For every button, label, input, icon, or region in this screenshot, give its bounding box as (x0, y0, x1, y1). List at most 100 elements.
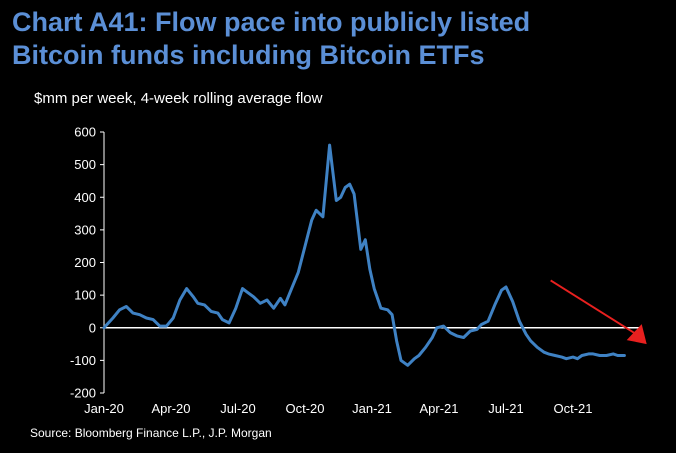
data-point (221, 318, 224, 321)
data-point (196, 302, 199, 305)
data-point (529, 339, 532, 342)
data-point (605, 354, 608, 357)
data-point (505, 286, 507, 288)
data-point (234, 307, 237, 310)
y-tick-label: -200 (70, 386, 96, 401)
data-point (576, 357, 579, 360)
x-axis: Jan-20 Apr-20 Jul-20 Oct-20 Jan-21 Apr-21 Jul-… (84, 327, 640, 416)
data-point (581, 354, 583, 357)
data-point (335, 199, 338, 202)
data-point (543, 351, 545, 354)
data-point (395, 339, 398, 342)
data-point (572, 356, 574, 359)
data-point (259, 302, 262, 305)
data-point (315, 209, 318, 212)
data-point (246, 290, 248, 293)
x-tick-label: Jul-21 (488, 401, 523, 416)
data-point (554, 354, 557, 357)
data-point (266, 299, 268, 301)
data-point (339, 196, 342, 199)
data-point (321, 215, 324, 218)
chart-title-line1: Chart A41: Flow pace into publicly liste… (12, 7, 531, 37)
series-line (102, 143, 626, 367)
data-point (203, 304, 206, 306)
x-tick-label: Jul-20 (220, 401, 255, 416)
data-point (192, 295, 195, 298)
data-point (373, 287, 376, 290)
data-point (442, 325, 445, 328)
data-point (592, 352, 594, 355)
data-point (179, 299, 181, 301)
data-point (279, 297, 282, 300)
data-point (413, 357, 416, 360)
data-point (391, 313, 393, 316)
data-point (380, 307, 382, 310)
data-point (469, 330, 472, 332)
y-tick-label: 600 (74, 125, 96, 140)
data-point (165, 325, 168, 328)
data-point (118, 308, 121, 311)
data-point (368, 268, 371, 270)
chart-subtitle: $mm per week, 4-week rolling average flo… (34, 90, 323, 107)
data-point (525, 333, 527, 336)
data-point (547, 352, 550, 355)
data-point (290, 287, 293, 290)
data-point (623, 354, 626, 357)
data-point (138, 313, 141, 316)
y-axis: -200 -100 0 100 200 300 400 500 600 (70, 125, 105, 401)
data-point (462, 336, 465, 339)
data-point (284, 304, 286, 306)
chart-title: Chart A41: Flow pace into publicly liste… (12, 6, 672, 72)
chart-title-line2: Bitcoin funds including Bitcoin ETFs (12, 40, 485, 70)
arrow-head (626, 324, 647, 345)
x-tick-label: Oct-20 (285, 401, 324, 416)
y-tick-label: 300 (74, 222, 96, 237)
data-point (500, 289, 503, 292)
data-point (400, 359, 402, 362)
data-point (353, 193, 356, 195)
data-point (565, 357, 568, 360)
data-point (518, 320, 521, 323)
data-point (310, 219, 313, 221)
data-point (348, 183, 351, 186)
data-point (172, 317, 175, 319)
data-point (241, 287, 244, 290)
arrow-shaft (550, 279, 639, 336)
x-tick-label: Jan-21 (352, 401, 392, 416)
data-point (364, 238, 367, 241)
y-tick-label: 500 (74, 157, 96, 172)
x-tick-label: Oct-21 (553, 401, 592, 416)
data-point (145, 317, 148, 319)
data-point (252, 295, 255, 298)
data-point (344, 186, 347, 189)
data-point (152, 318, 155, 321)
data-point (228, 321, 230, 324)
data-point (536, 346, 539, 349)
data-point (132, 312, 134, 314)
data-point (587, 352, 590, 355)
plot-area (102, 143, 647, 367)
data-point (125, 305, 128, 308)
data-point (560, 356, 563, 359)
y-tick-label: 200 (74, 255, 96, 270)
data-point (185, 287, 188, 290)
source-note: Source: Bloomberg Finance L.P., J.P. Mor… (30, 426, 272, 440)
data-point (431, 336, 434, 339)
data-point (418, 354, 420, 357)
data-point (217, 312, 219, 314)
data-point (103, 326, 105, 329)
data-point (112, 317, 114, 319)
data-point (304, 245, 306, 248)
data-point (328, 144, 331, 146)
data-point (455, 335, 458, 337)
y-tick-label: 100 (74, 288, 96, 303)
data-point (511, 300, 514, 303)
x-tick-label: Apr-20 (151, 401, 190, 416)
x-tick-label: Jan-20 (84, 401, 124, 416)
data-point (435, 326, 438, 329)
data-point (158, 325, 161, 328)
data-point (406, 364, 409, 367)
data-point (449, 331, 452, 334)
data-point (272, 307, 275, 310)
